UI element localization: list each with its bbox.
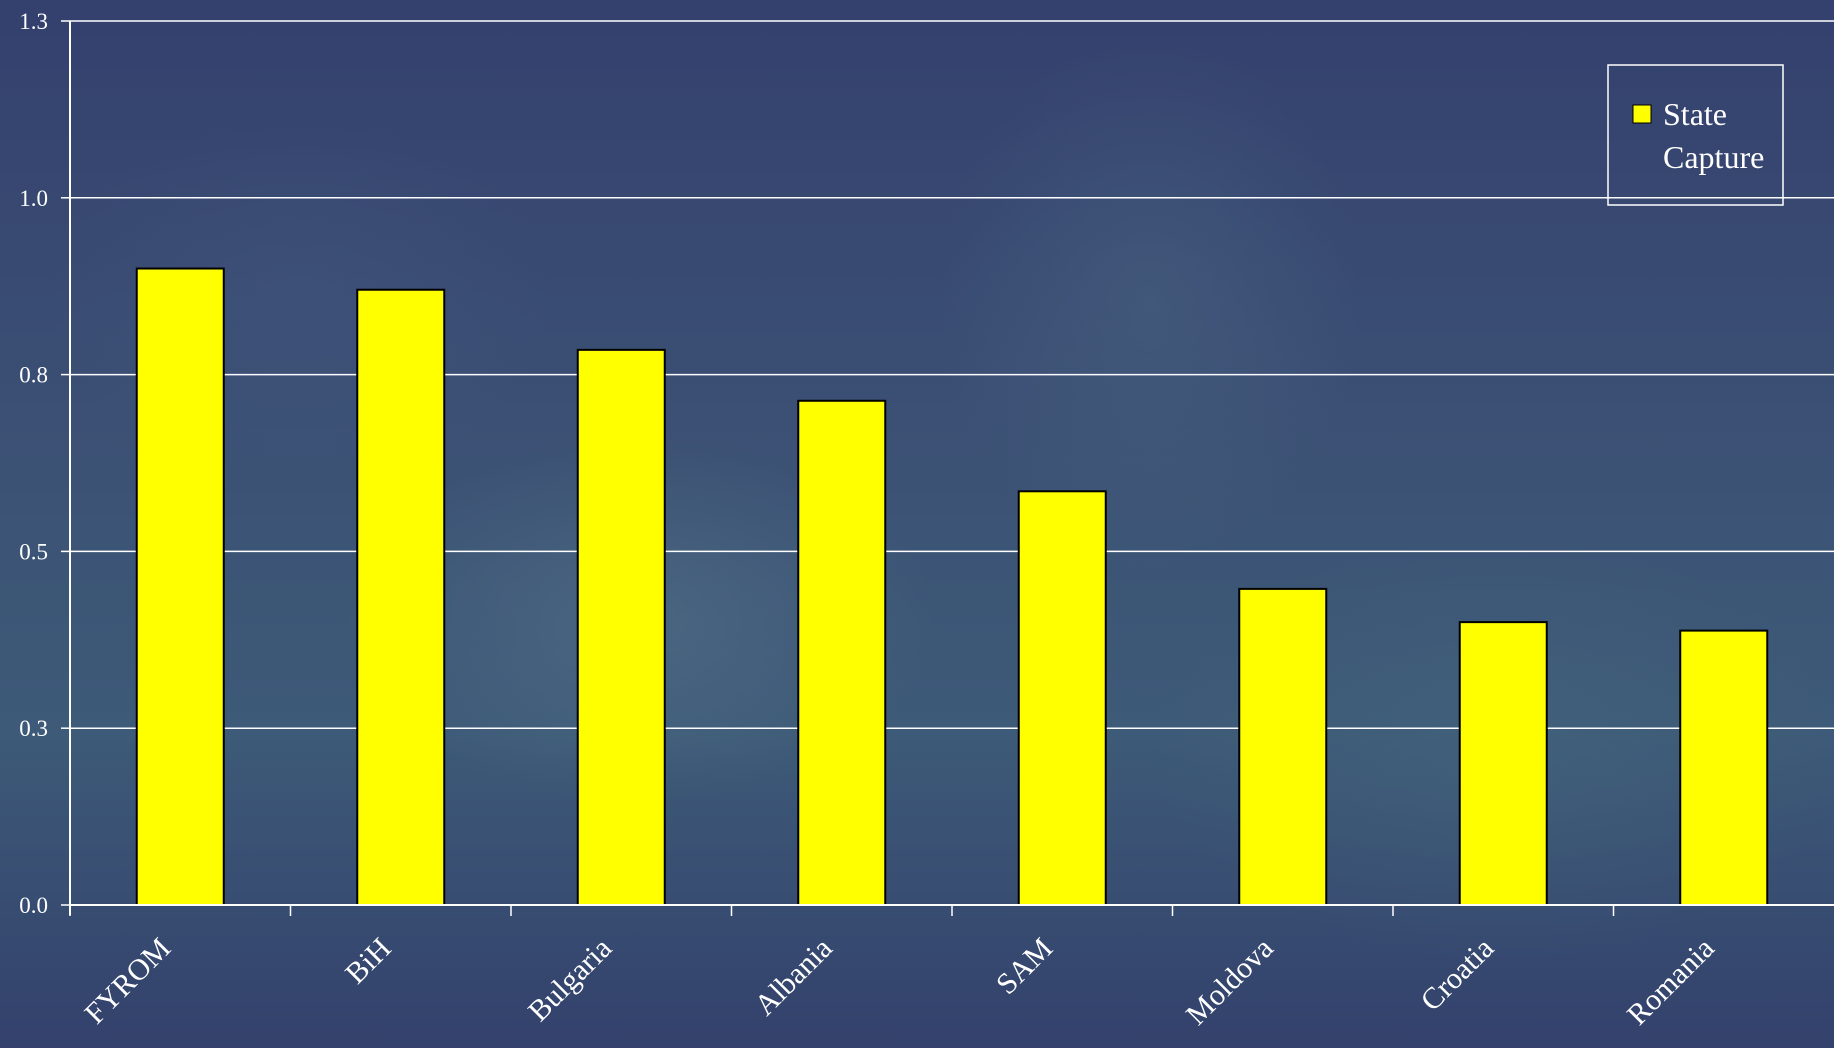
bars [135, 267, 1769, 906]
x-tick-label: Albania [748, 932, 838, 1022]
y-axis: 0.0 0.3 0.5 0.8 1.0 1.3 [19, 9, 71, 918]
bar-bulgaria [576, 348, 666, 906]
x-tick-label: Romania [1621, 932, 1721, 1032]
x-tick-label: Moldova [1180, 932, 1280, 1032]
bar-moldova [1238, 587, 1328, 906]
x-tick-label: Croatia [1414, 932, 1500, 1018]
y-tick-label: 1.0 [19, 186, 48, 211]
gridlines [70, 20, 1834, 729]
legend-label-line-1: State [1663, 96, 1727, 132]
x-tick-label: BiH [339, 932, 398, 991]
bar-romania [1679, 629, 1769, 906]
legend: State Capture [1607, 64, 1784, 206]
x-tick-label: Bulgaria [522, 932, 618, 1028]
x-tick-label: FYROM [78, 932, 177, 1031]
y-tick-label: 0.3 [19, 716, 48, 741]
legend-box [1607, 64, 1784, 206]
bar-sam [1017, 490, 1107, 906]
y-tick-label: 1.3 [19, 9, 48, 34]
bar-albania [797, 399, 887, 906]
x-axis: FYROM BiH Bulgaria Albania SAM Moldova Croatia… [69, 904, 1834, 1032]
legend-label-line-2: Capture [1663, 139, 1764, 175]
y-tick-label: 0.8 [19, 363, 48, 388]
legend-swatch [1632, 104, 1652, 124]
bar-bih [356, 288, 446, 906]
bar-croatia [1458, 621, 1548, 906]
y-tick-label: 0.5 [19, 539, 48, 564]
bar-fyrom [135, 267, 225, 906]
y-tick-label: 0.0 [19, 893, 48, 918]
x-tick-label: SAM [990, 932, 1059, 1001]
